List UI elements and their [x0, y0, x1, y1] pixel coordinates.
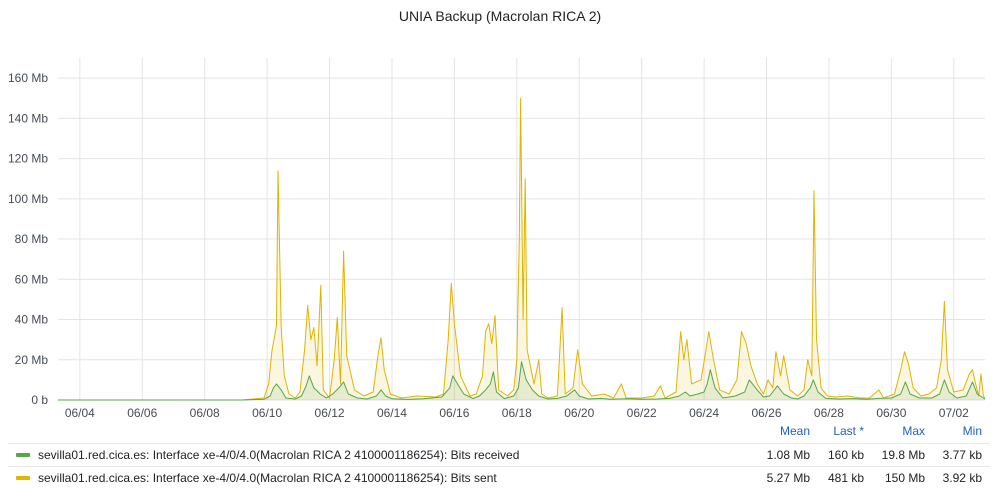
series-area-bits-sent	[58, 98, 985, 400]
y-tick-label: 140 Mb	[8, 111, 48, 125]
x-axis: 06/04 06/06 06/08 06/10 06/12 06/14 06/16 06/18…	[65, 406, 969, 420]
chart-title: UNIA Backup (Macrolan RICA 2)	[398, 8, 602, 24]
legend-value-max: 150 Mb	[884, 471, 925, 485]
x-tick-label: 06/12	[315, 406, 345, 420]
legend-row-bits-sent[interactable]: sevilla01.red.cica.es: Interface xe-4/0/…	[8, 466, 990, 489]
legend-value-mean: 1.08 Mb	[766, 448, 810, 462]
timeseries-chart[interactable]: 0 b 20 Mb 40 Mb 60 Mb 80 Mb 100 Mb 120 Mb 140 M…	[0, 0, 1000, 420]
x-tick-label: 06/26	[751, 406, 781, 420]
x-tick-label: 06/18	[502, 406, 532, 420]
y-tick-label: 60 Mb	[15, 272, 49, 286]
x-tick-label: 06/30	[876, 406, 906, 420]
legend-swatch-bits-received	[16, 453, 30, 457]
x-tick-label: 06/08	[190, 406, 220, 420]
legend-header-min[interactable]: Min	[962, 424, 982, 438]
y-tick-label: 80 Mb	[15, 232, 49, 246]
x-tick-label: 06/10	[252, 406, 282, 420]
x-tick-label: 07/02	[939, 406, 969, 420]
legend-header: Mean Last * Max Min	[0, 424, 1000, 442]
legend-series-name[interactable]: sevilla01.red.cica.es: Interface xe-4/0/…	[38, 471, 497, 485]
x-tick-label: 06/20	[564, 406, 594, 420]
legend-value-min: 3.77 kb	[942, 448, 982, 462]
legend-row-bits-received[interactable]: sevilla01.red.cica.es: Interface xe-4/0/…	[8, 443, 990, 466]
series-line-bits-received[interactable]	[58, 361, 986, 401]
legend-value-mean: 5.27 Mb	[766, 471, 810, 485]
legend-header-last[interactable]: Last *	[833, 424, 864, 438]
grid-lines	[58, 58, 985, 401]
legend-swatch-bits-sent	[16, 476, 30, 480]
x-tick-label: 06/22	[627, 406, 657, 420]
legend-value-last: 481 kb	[827, 471, 864, 485]
y-tick-label: 160 Mb	[8, 71, 48, 85]
series-layer	[58, 97, 986, 401]
legend-series-name[interactable]: sevilla01.red.cica.es: Interface xe-4/0/…	[38, 448, 520, 462]
legend-value-last: 160 kb	[827, 448, 864, 462]
x-tick-label: 06/06	[127, 406, 157, 420]
y-tick-label: 100 Mb	[8, 192, 48, 206]
y-tick-label: 20 Mb	[15, 353, 49, 367]
y-tick-label: 120 Mb	[8, 152, 48, 166]
y-tick-label: 0 b	[31, 393, 48, 407]
x-tick-label: 06/16	[439, 406, 469, 420]
y-axis: 0 b 20 Mb 40 Mb 60 Mb 80 Mb 100 Mb 120 Mb 140 M…	[8, 71, 48, 407]
legend-value-min: 3.92 kb	[942, 471, 982, 485]
legend-header-max[interactable]: Max	[902, 424, 925, 438]
legend-header-mean[interactable]: Mean	[779, 424, 810, 438]
x-tick-label: 06/28	[814, 406, 844, 420]
x-tick-label: 06/14	[377, 406, 407, 420]
y-tick-label: 40 Mb	[15, 313, 49, 327]
x-tick-label: 06/24	[689, 406, 719, 420]
series-line-bits-sent[interactable]	[58, 97, 986, 401]
x-tick-label: 06/04	[65, 406, 95, 420]
legend-value-max: 19.8 Mb	[881, 448, 925, 462]
series-area-bits-received	[58, 361, 985, 400]
